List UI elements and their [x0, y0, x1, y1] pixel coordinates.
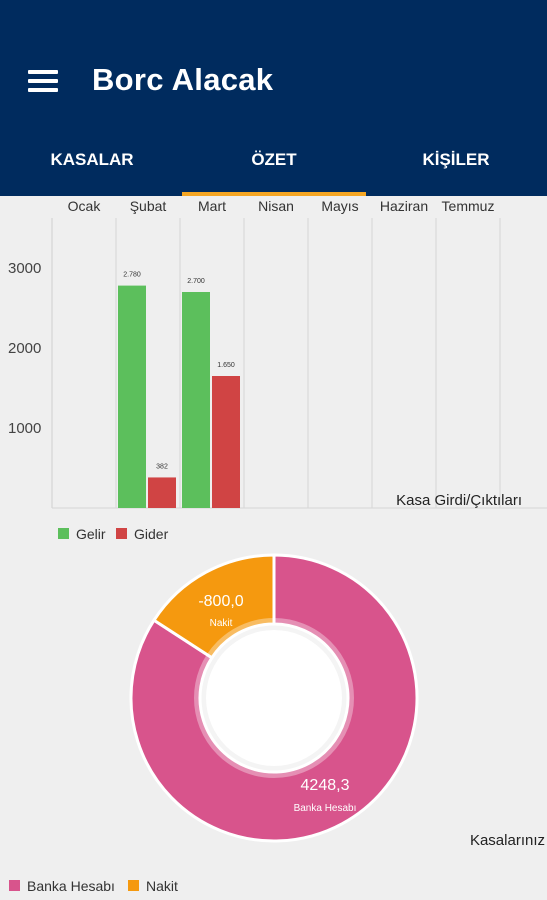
y-tick-label: 1000: [8, 420, 41, 437]
data-label: 2.700: [187, 278, 205, 285]
bar-gider: [148, 477, 176, 508]
legend-swatch: [9, 880, 20, 891]
x-tick-label: Nisan: [258, 198, 294, 214]
bar-gider: [212, 376, 240, 508]
bar-chart-svg: 3000 2000 1000 Ocak Şubat Mart Nisan Mayıs Hazir…: [8, 198, 547, 542]
app-title: Borc Alacak: [92, 62, 274, 97]
slice-value-label: -800,0: [198, 593, 243, 610]
donut-hole: [206, 630, 342, 766]
data-label: 2.780: [123, 272, 141, 279]
slice-name-label: Nakit: [210, 618, 233, 629]
donut-inner-ring: [194, 618, 354, 778]
bar-gelir: [182, 292, 210, 508]
y-tick-label: 2000: [8, 340, 41, 357]
bar-chart: 3000 2000 1000 Ocak Şubat Mart Nisan Mayıs Hazir…: [0, 196, 547, 556]
legend-label: Gider: [134, 526, 169, 542]
x-tick-label: Temmuz: [442, 198, 495, 214]
tab-kasalar[interactable]: KASALAR: [50, 150, 134, 169]
tab-ozet[interactable]: ÖZET: [251, 150, 297, 169]
chart-title: Kasalarınız: [470, 832, 545, 849]
legend-swatch: [58, 528, 69, 539]
legend-label: Banka Hesabı: [27, 878, 115, 894]
app-bar: Borc Alacak KASALAR ÖZET KİŞİLER: [0, 0, 547, 196]
data-label: 382: [156, 463, 168, 470]
y-tick-label: 3000: [8, 260, 41, 277]
x-tick-label: Ocak: [68, 198, 102, 214]
slice-name-label: Banka Hesabı: [294, 803, 357, 814]
data-label: 1.650: [217, 362, 235, 369]
x-tick-label: Mayıs: [321, 198, 358, 214]
legend-swatch: [128, 880, 139, 891]
bar-gelir: [118, 285, 146, 508]
menu-icon[interactable]: [26, 66, 60, 96]
legend-swatch: [116, 528, 127, 539]
x-tick-label: Şubat: [130, 198, 167, 214]
tab-indicator: [182, 192, 366, 196]
x-tick-label: Haziran: [380, 198, 428, 214]
x-tick-label: Mart: [198, 198, 226, 214]
donut-chart-svg: 4248,3 Banka Hesabı -800,0 Nakit Kasalarınız…: [9, 553, 545, 894]
slice-value-label: 4248,3: [301, 777, 350, 794]
slice-banka-hesabi: [129, 553, 419, 843]
tab-kisiler[interactable]: KİŞİLER: [422, 150, 490, 169]
donut-chart: 4248,3 Banka Hesabı -800,0 Nakit Kasalarınız…: [0, 540, 547, 900]
slice-nakit: [151, 553, 276, 660]
legend-label: Nakit: [146, 878, 178, 894]
legend-label: Gelir: [76, 526, 106, 542]
chart-title: Kasa Girdi/Çıktıları: [396, 492, 522, 509]
